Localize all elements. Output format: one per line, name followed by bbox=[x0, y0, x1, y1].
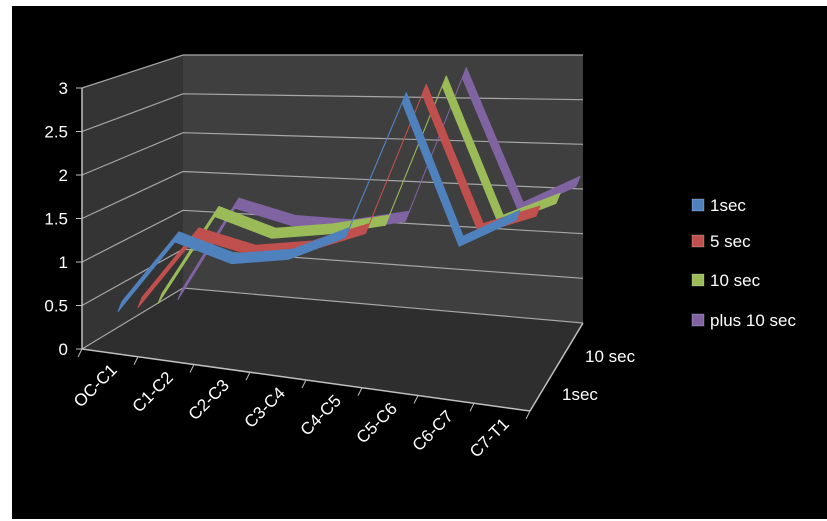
x-tick-mark bbox=[133, 356, 139, 365]
y-tick-labels: 0 0.5 1 1.5 2 2.5 3 bbox=[44, 79, 82, 359]
x-tick-mark bbox=[77, 348, 83, 358]
depth-tick-label: 1sec bbox=[562, 385, 598, 404]
legend-swatch bbox=[691, 273, 705, 287]
x-tick-label: C5-C6 bbox=[353, 399, 401, 447]
gridline bbox=[81, 54, 583, 89]
y-tick-label: 3 bbox=[59, 79, 68, 98]
x-tick-mark bbox=[357, 387, 363, 396]
legend-label: 5 sec bbox=[710, 232, 751, 251]
y-tick-label: 0 bbox=[59, 340, 68, 359]
x-tick-mark bbox=[469, 403, 475, 412]
gridline bbox=[81, 170, 584, 220]
x-tick-mark bbox=[245, 372, 251, 381]
series-line-5-sec bbox=[137, 83, 541, 308]
legend: 1sec 5 sec 10 sec plus 10 sec bbox=[691, 196, 796, 330]
legend-label: 1sec bbox=[710, 196, 746, 215]
floor bbox=[82, 288, 583, 411]
x-tick-label: C1-C2 bbox=[129, 368, 177, 416]
side-wall bbox=[82, 55, 183, 349]
y-tick-label: 2.5 bbox=[44, 123, 68, 142]
x-tick-label: C6-C7 bbox=[409, 407, 457, 455]
x-tick-mark bbox=[301, 379, 307, 389]
series-line-10-sec bbox=[157, 75, 561, 304]
x-tick-label: OC-C1 bbox=[70, 360, 121, 411]
x-tick-mark bbox=[189, 364, 195, 373]
y-tick-label: 2 bbox=[59, 166, 68, 185]
legend-label: plus 10 sec bbox=[710, 311, 796, 330]
legend-swatch bbox=[691, 313, 705, 327]
x-tick-mark bbox=[525, 410, 531, 420]
depth-tick-labels: 1sec 10 sec bbox=[562, 347, 636, 404]
x-tick-label: C2-C3 bbox=[185, 376, 233, 424]
depth-axis-line bbox=[529, 322, 584, 412]
gridline bbox=[81, 209, 584, 263]
series-line-plus-10-sec bbox=[177, 67, 581, 300]
x-tick-label: C4-C5 bbox=[297, 391, 345, 439]
legend-label: 10 sec bbox=[710, 271, 761, 290]
depth-tick-label: 10 sec bbox=[585, 347, 636, 366]
legend-swatch bbox=[691, 234, 705, 248]
y-tick-label: 0.5 bbox=[44, 297, 68, 316]
series-line-1sec bbox=[117, 92, 521, 312]
x-tick-label: C3-C4 bbox=[241, 384, 289, 432]
y-tick-label: 1.5 bbox=[44, 210, 68, 229]
x-tick-label: C7-T1 bbox=[466, 415, 513, 462]
legend-swatch bbox=[691, 198, 705, 212]
series-group bbox=[117, 67, 581, 312]
y-tick-label: 1 bbox=[59, 253, 68, 272]
x-tick-mark bbox=[413, 395, 419, 404]
